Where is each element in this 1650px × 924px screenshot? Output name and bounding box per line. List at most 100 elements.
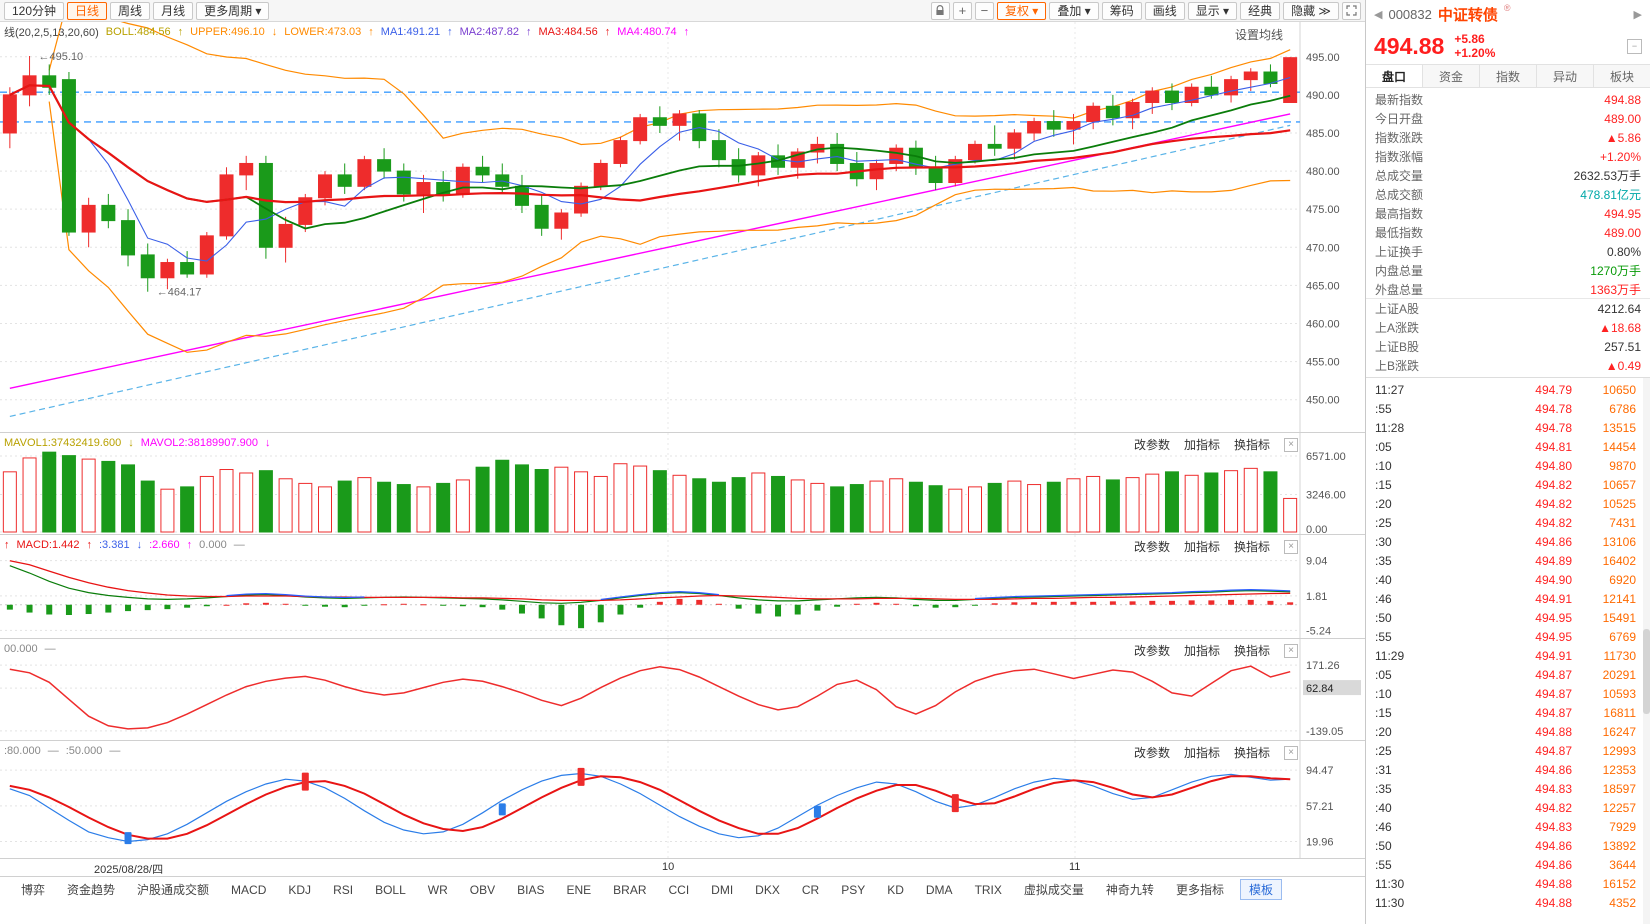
quote-tab[interactable]: 资金	[1423, 65, 1480, 87]
indicator-tab[interactable]: DMI	[711, 882, 734, 897]
next-stock-icon[interactable]: ▶	[1633, 8, 1642, 21]
rsi-actions: 改参数 加指标 换指标 ×	[1134, 642, 1298, 659]
collapse-quote-icon[interactable]: −	[1627, 38, 1642, 54]
panel-action-link[interactable]: 换指标	[1233, 746, 1270, 760]
indicator-label: LOWER:473.03	[284, 26, 362, 38]
indicator-tab[interactable]: BIAS	[517, 882, 545, 897]
quote-value: 494.95	[1604, 206, 1641, 221]
close-panel-icon[interactable]: ×	[1284, 539, 1298, 554]
indicator-tab[interactable]: DKX	[755, 882, 780, 897]
panel-action-link[interactable]: 改参数	[1133, 540, 1170, 554]
panel-action-link[interactable]: 改参数	[1133, 746, 1170, 760]
panel-action-link[interactable]: 加指标	[1183, 540, 1220, 554]
panel-action-link[interactable]: 加指标	[1183, 438, 1220, 452]
svg-text:57.21: 57.21	[1306, 801, 1334, 813]
tool-button[interactable]: 显示 ▾	[1187, 1, 1238, 20]
indicator-tab[interactable]: PSY	[841, 882, 866, 897]
indicator-tab[interactable]: 更多指标	[1175, 883, 1224, 897]
indicator-tab[interactable]: CR	[801, 882, 820, 897]
panel-action-link[interactable]: 改参数	[1133, 438, 1170, 452]
close-panel-icon[interactable]: ×	[1284, 437, 1298, 452]
indicator-tab[interactable]: 虚拟成交量	[1023, 883, 1084, 897]
tool-button[interactable]: 隐藏 ≫	[1283, 1, 1339, 20]
x-axis-label: 11	[1069, 861, 1081, 873]
panel-action-link[interactable]: 加指标	[1183, 644, 1220, 658]
tick-row: :55 494.95 6769	[1366, 627, 1650, 646]
tick-row: :40 494.90 6920	[1366, 570, 1650, 589]
quote-tab[interactable]: 异动	[1537, 65, 1594, 87]
panel-action-link[interactable]: 加指标	[1183, 746, 1220, 760]
close-panel-icon[interactable]: ×	[1284, 745, 1298, 760]
indicator-tab[interactable]: WR	[427, 882, 448, 897]
period-button[interactable]: 120分钟	[4, 1, 65, 20]
indicator-tab[interactable]: 模板	[1239, 879, 1282, 900]
prev-stock-icon[interactable]: ◀	[1374, 8, 1383, 21]
kd-chart-svg: 94.47 57.21 19.96	[0, 741, 1334, 858]
kd-chart[interactable]: 94.47 57.21 19.96	[0, 741, 1365, 858]
tool-button[interactable]: 复权 ▾	[996, 1, 1047, 20]
lock-icon[interactable]	[930, 1, 950, 20]
quote-tab[interactable]: 板块	[1609, 69, 1634, 84]
tick-row: :50 494.95 15491	[1366, 608, 1650, 627]
indicator-tab[interactable]: KD	[887, 882, 904, 897]
indicator-tab[interactable]: MACD	[231, 882, 267, 897]
quote-value: 1363万手	[1590, 282, 1641, 297]
quote-tab[interactable]: 指数	[1480, 65, 1537, 87]
tick-scrollbar-thumb[interactable]	[1643, 629, 1650, 715]
indicator-tab[interactable]: DMA	[925, 882, 953, 897]
tool-button[interactable]: 画线	[1144, 1, 1185, 20]
indicator-tab[interactable]: OBV	[469, 882, 496, 897]
indicator-tab[interactable]: ENE	[566, 882, 592, 897]
ma-settings-link[interactable]: 设置均线	[1234, 28, 1283, 42]
indicator-label: ↓	[264, 437, 271, 449]
indicator-tab[interactable]: 神奇九转	[1105, 883, 1154, 897]
main-chart[interactable]: 495.00 490.00 485.00 480.00 475.00 470.00 465.…	[0, 22, 1365, 432]
tick-price: 494.87	[1535, 686, 1572, 701]
tick-time: :25	[1375, 743, 1392, 758]
indicator-label: MA2:487.82	[459, 26, 519, 38]
tick-list[interactable]: 11:27 494.79 10650:55 494.78 6786 11:28 494.78…	[1366, 377, 1650, 924]
indicator-tab[interactable]: KDJ	[288, 882, 312, 897]
tick-row: 11:29 494.91 11730	[1366, 646, 1650, 665]
tick-price: 494.90	[1535, 572, 1572, 587]
tool-button[interactable]: 筹码	[1101, 1, 1142, 20]
quote-label: 今日开盘	[1375, 112, 1424, 126]
indicator-tab[interactable]: 资金趋势	[67, 883, 116, 897]
quote-label: 总成交量	[1375, 169, 1424, 183]
panel-action-link[interactable]: 改参数	[1133, 644, 1170, 658]
indicator-tab[interactable]: BOLL	[375, 882, 406, 897]
period-button[interactable]: 日线	[67, 1, 108, 20]
period-button[interactable]: 更多周期 ▾	[196, 1, 270, 20]
indicator-tab[interactable]: 博弈	[21, 883, 46, 897]
registered-icon: ®	[1503, 3, 1511, 13]
indicator-tab[interactable]: RSI	[333, 882, 354, 897]
zoom-out-icon[interactable]: −	[974, 1, 994, 20]
tick-row: :10 494.87 10593	[1366, 684, 1650, 703]
tick-volume: 12353	[1602, 762, 1636, 777]
zoom-in-icon[interactable]: +	[952, 1, 972, 20]
panel-action-link[interactable]: 换指标	[1233, 540, 1270, 554]
tick-price: 494.82	[1535, 496, 1572, 511]
tick-volume: 14454	[1602, 439, 1636, 454]
period-button[interactable]: 月线	[153, 1, 194, 20]
indicator-tab[interactable]: CCI	[668, 882, 690, 897]
macd-chart[interactable]: 9.04 1.81 -5.24	[0, 535, 1365, 638]
indicator-tab[interactable]: BRAR	[613, 882, 647, 897]
close-panel-icon[interactable]: ×	[1284, 643, 1298, 658]
tick-scrollbar[interactable]	[1643, 378, 1650, 924]
svg-text:6571.00: 6571.00	[1306, 451, 1346, 463]
tool-button[interactable]: 叠加 ▾	[1049, 1, 1099, 20]
chart-area: 120分钟 日线 周线 月线 更多周期 ▾ + − 复权 ▾ 叠加 ▾ 筹码 画线 显示 ▾ 经典…	[0, 1, 1365, 902]
indicator-tab[interactable]: 沪股通成交额	[137, 883, 210, 897]
tick-row: 11:30 494.88 4352	[1366, 893, 1650, 912]
indicator-tabs: 博弈 资金趋势 沪股通成交额 MACD KDJ RSI BOLL WR OBV BIAS ENE BR…	[0, 876, 1365, 902]
quote-tab[interactable]: 盘口	[1366, 65, 1423, 87]
tool-button[interactable]: 经典	[1240, 1, 1281, 20]
rsi-chart[interactable]: 171.26 62.84 -139.05	[0, 639, 1365, 740]
volume-chart[interactable]: 6571.00 3246.00 0.00	[0, 433, 1365, 534]
period-button[interactable]: 周线	[110, 1, 151, 20]
fullscreen-icon[interactable]	[1342, 1, 1361, 20]
panel-action-link[interactable]: 换指标	[1233, 644, 1270, 658]
panel-action-link[interactable]: 换指标	[1233, 438, 1270, 452]
indicator-tab[interactable]: TRIX	[974, 882, 1002, 897]
